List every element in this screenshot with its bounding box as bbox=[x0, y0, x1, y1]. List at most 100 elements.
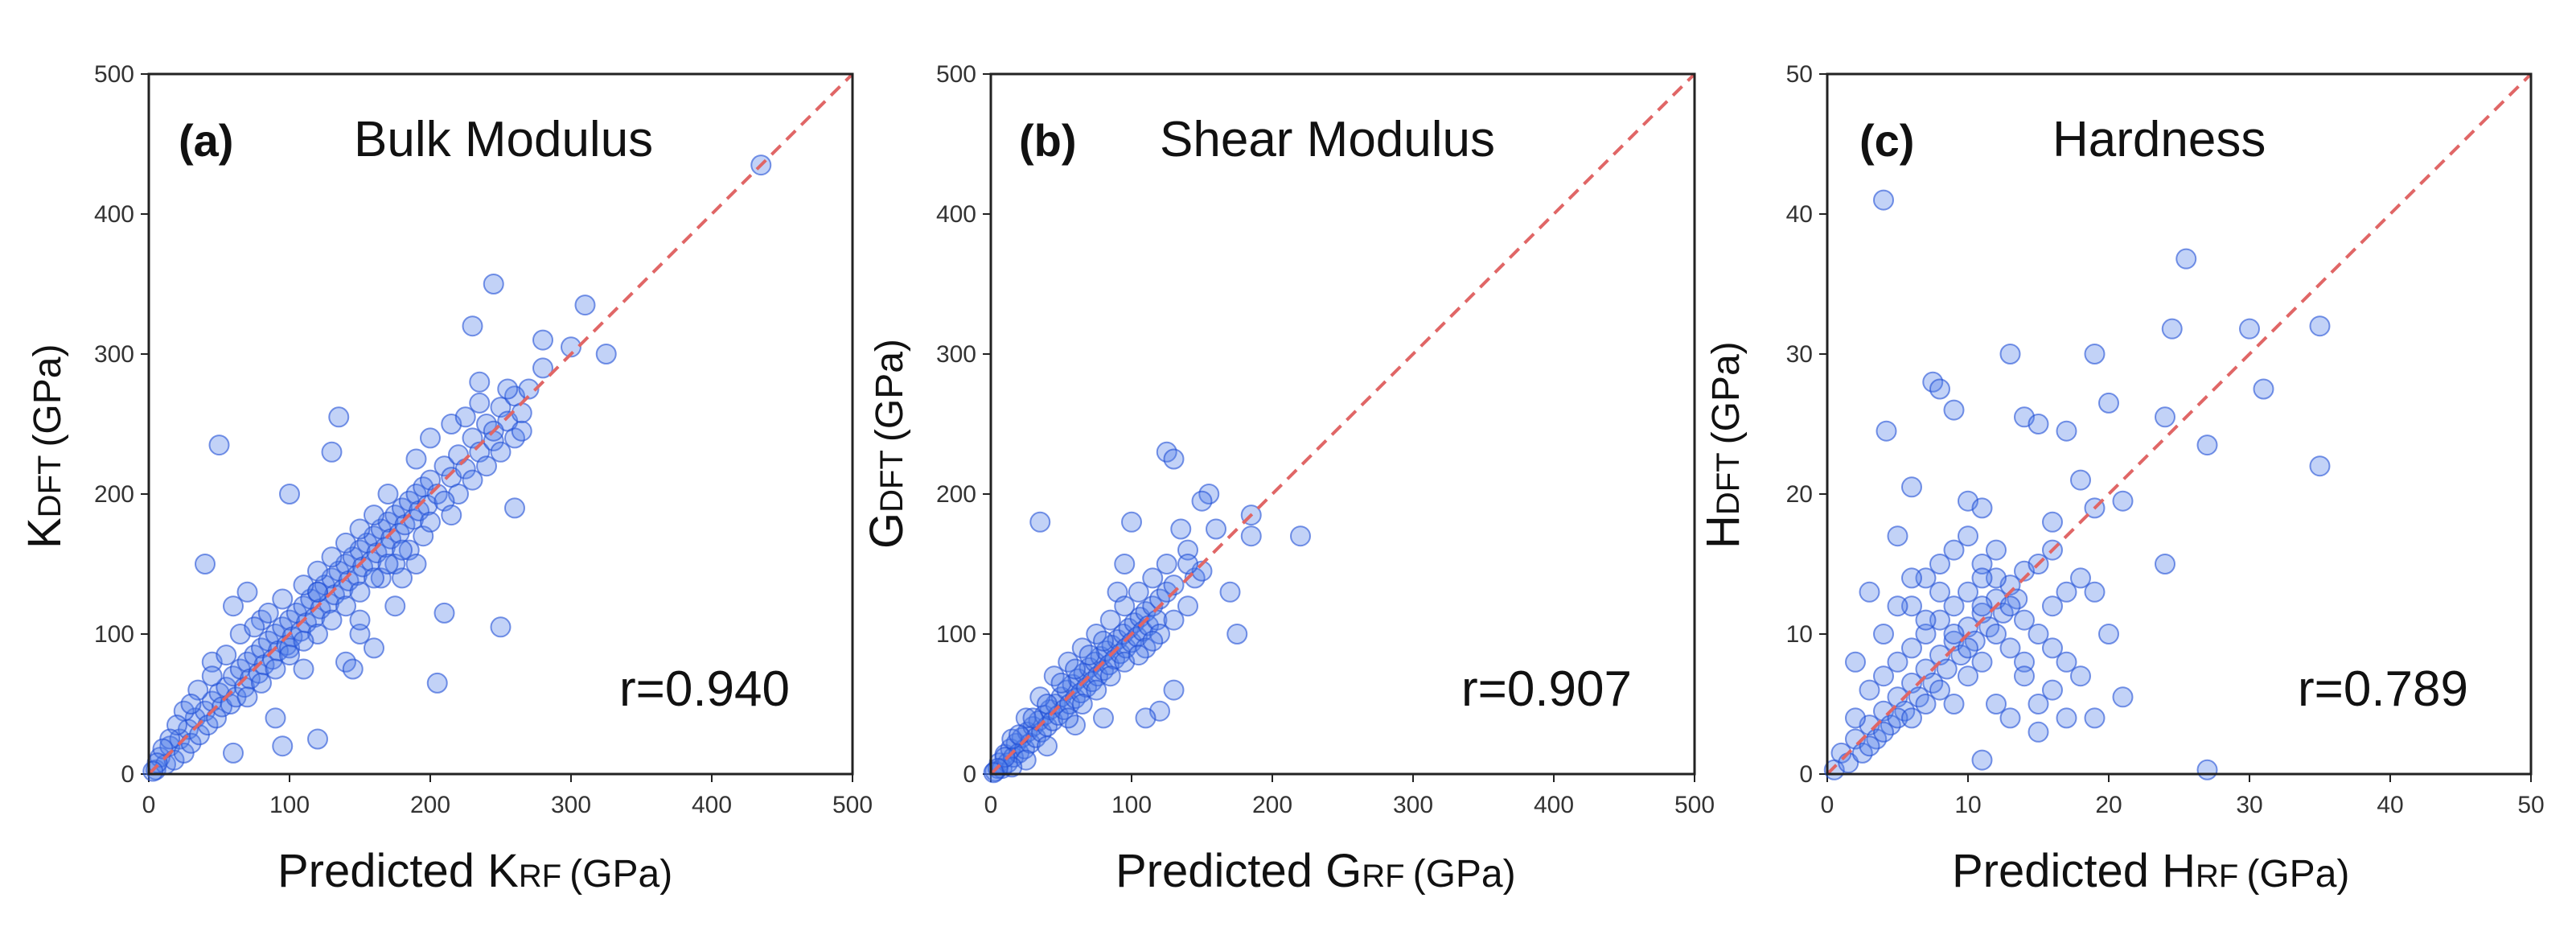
panel-c-data-point bbox=[2056, 651, 2077, 673]
panel-a-data-point bbox=[180, 694, 202, 715]
panel-a-data-point bbox=[511, 420, 532, 442]
panel-c-data-point bbox=[2098, 392, 2119, 414]
panel-c-data-point bbox=[1958, 525, 1978, 547]
panel-b-y-tick-label: 0 bbox=[963, 761, 976, 788]
panel-a-data-point bbox=[504, 497, 525, 519]
panel-a-data-point bbox=[279, 484, 300, 505]
panel-a-data-point bbox=[293, 630, 314, 652]
panel-c-data-point bbox=[2014, 665, 2035, 687]
panel-a-data-point bbox=[279, 645, 300, 666]
panel-b-y-tick-label: 400 bbox=[936, 201, 976, 228]
panel-c-data-point bbox=[1859, 581, 1880, 603]
panel-c-data-point bbox=[1929, 679, 1950, 701]
panel-a-data-point bbox=[364, 567, 384, 589]
panel-c-data-point bbox=[2253, 378, 2274, 400]
panel-a-data-point bbox=[426, 672, 448, 694]
panel-c-data-point bbox=[1999, 595, 2021, 617]
panel-a-data-point bbox=[476, 455, 497, 477]
panel-a-data-point bbox=[223, 742, 244, 764]
panel-a-data-point bbox=[342, 658, 364, 680]
panel-b-y-tick-label: 500 bbox=[936, 61, 976, 88]
panel-a-frame bbox=[147, 72, 854, 776]
panel-c-data-point bbox=[1929, 581, 1950, 603]
panel-a-data-point bbox=[272, 735, 294, 757]
panel-c-data-point bbox=[2196, 759, 2218, 780]
panel-c-data-point bbox=[2070, 469, 2091, 491]
panel-c-data-point bbox=[1873, 665, 1894, 687]
panel-b-x-tick-label: 100 bbox=[1111, 792, 1152, 818]
panel-b-data-point bbox=[1177, 595, 1198, 617]
panel-c-data-point bbox=[1845, 707, 1866, 729]
panel-a-data-point bbox=[483, 274, 504, 294]
panel-b-data-point bbox=[1219, 581, 1241, 603]
panel-c-data-point bbox=[2161, 318, 2183, 340]
panel-b-data-point bbox=[1170, 518, 1192, 540]
panel-a-data-point bbox=[195, 554, 216, 575]
panel-a-y-tick-label: 300 bbox=[94, 341, 134, 368]
panel-c-data-point bbox=[2028, 624, 2049, 645]
panel-b-data-point bbox=[1114, 554, 1136, 575]
panel-b-data-point bbox=[1050, 672, 1072, 694]
panel-c-data-point bbox=[1958, 637, 1978, 659]
panel-a-data-point bbox=[532, 357, 553, 379]
panel-c-x-tick-label: 30 bbox=[2236, 792, 2262, 818]
panel-a-data-point bbox=[216, 645, 237, 666]
panel-c-data-point bbox=[1958, 665, 1978, 687]
panel-b-data-point bbox=[1037, 694, 1058, 715]
panel-c-data-point bbox=[2239, 318, 2260, 340]
panel-c-data-point bbox=[2155, 406, 2175, 428]
panel-a-data-point bbox=[377, 554, 399, 575]
panel-a-y-tick-label: 0 bbox=[121, 761, 134, 788]
panel-a-data-point bbox=[364, 637, 384, 659]
panel-c-y-axis-label: HDFT(GPa) bbox=[1697, 341, 1749, 549]
panel-a-y-tick-label: 200 bbox=[94, 481, 134, 508]
panel-c-data-point bbox=[1887, 651, 1908, 673]
panel-b-data-point bbox=[1037, 735, 1058, 757]
panel-a-data-point bbox=[454, 406, 476, 428]
panel-a-data-point bbox=[518, 378, 540, 400]
panel-a-data-point bbox=[561, 336, 581, 358]
panel-c-data-point bbox=[1929, 378, 1950, 400]
panel-b-data-point bbox=[1029, 511, 1051, 533]
panel-b-x-tick-label: 0 bbox=[984, 792, 998, 818]
panel-c-data-point bbox=[2309, 315, 2331, 337]
panel-a-title: Bulk Modulus bbox=[354, 112, 653, 167]
panel-b-data-point bbox=[1177, 554, 1198, 575]
panel-b-data-point bbox=[1022, 707, 1044, 729]
panel-c-data-point bbox=[1873, 189, 1894, 211]
panel-b-data-point bbox=[1142, 630, 1164, 652]
panel-b-data-point bbox=[1226, 624, 1248, 645]
panel-c-data-point bbox=[2042, 595, 2063, 617]
panel-c-diagonal-line bbox=[1826, 72, 2533, 776]
panel-c-points bbox=[1823, 189, 2331, 780]
panel-c-data-point bbox=[1971, 567, 1993, 589]
panel-c-y-tick-label: 20 bbox=[1786, 481, 1813, 508]
panel-c-data-point bbox=[1859, 735, 1880, 757]
panel-b-data-point bbox=[1086, 679, 1107, 701]
panel-c-data-point bbox=[2112, 686, 2134, 708]
panel-c-data-point bbox=[2014, 609, 2035, 631]
panel-c-data-point bbox=[1876, 420, 1897, 442]
panel-c-data-point bbox=[1915, 609, 1937, 631]
panel-c-x-tick-label: 40 bbox=[2377, 792, 2403, 818]
panel-c-data-point bbox=[2309, 455, 2331, 477]
panel-a-x-tick-label: 100 bbox=[269, 792, 310, 818]
panel-c-data-point bbox=[2056, 581, 2077, 603]
panel-b-x-tick-label: 500 bbox=[1674, 792, 1715, 818]
panel-c-frame bbox=[1826, 72, 2533, 776]
panel-c-title: Hardness bbox=[2052, 112, 2266, 167]
panel-c-data-point bbox=[1999, 637, 2021, 659]
panel-c-data-point bbox=[1845, 651, 1866, 673]
panel-b-data-point bbox=[1121, 511, 1142, 533]
panel-b-y-axis-label: GDFT(GPa) bbox=[861, 339, 913, 549]
panel-c-data-point bbox=[2056, 420, 2077, 442]
panel-c-data-point bbox=[1971, 749, 1993, 771]
panel-b-data-point bbox=[1128, 581, 1149, 603]
panel-b-frame bbox=[989, 72, 1696, 776]
panel-b-ticks: 00 100 100 200 200 300 300 400 400 500 500 bbox=[936, 61, 1715, 818]
panel-c-data-point bbox=[1873, 721, 1894, 743]
panel-c-data-point bbox=[1943, 694, 1965, 715]
panel-c-data-point bbox=[1943, 539, 1965, 561]
panel-a-y-tick-label: 400 bbox=[94, 201, 134, 228]
